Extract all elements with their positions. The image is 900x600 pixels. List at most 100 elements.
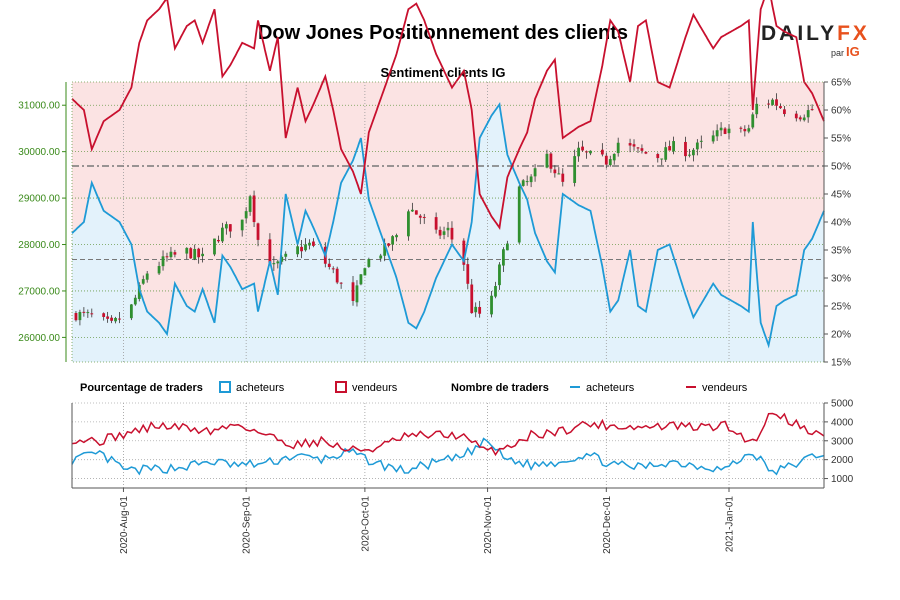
candle-body xyxy=(743,128,747,132)
page-title: Dow Jones Positionnement des clients xyxy=(257,22,629,44)
legend-sellers-swatch xyxy=(335,381,347,393)
candle-body xyxy=(577,147,581,157)
count-tick-label: 1000 xyxy=(831,474,854,485)
candle-body xyxy=(802,117,806,121)
x-tick-label: 2020-Nov-01 xyxy=(483,496,494,554)
candle-body xyxy=(474,306,478,313)
candle-body xyxy=(391,236,394,245)
candle-body xyxy=(252,195,256,223)
candle-body xyxy=(165,256,169,258)
candle-body xyxy=(422,216,426,218)
candle-body xyxy=(74,313,78,321)
candle-body xyxy=(628,143,632,146)
candle-body xyxy=(446,227,450,231)
candle-body xyxy=(312,241,315,246)
candle-body xyxy=(715,130,719,137)
candle-body xyxy=(228,224,232,232)
sellers-pct-line xyxy=(71,0,825,230)
candle-body xyxy=(779,106,782,109)
candle-body xyxy=(173,252,177,255)
candle-body xyxy=(466,264,470,284)
candle-body xyxy=(434,217,438,230)
candle-body xyxy=(102,313,106,317)
candle-body xyxy=(304,244,307,251)
candle-body xyxy=(106,316,110,319)
candle-body xyxy=(383,243,387,256)
left-tick-label: 31000.00 xyxy=(18,101,60,112)
candle-body xyxy=(462,240,466,265)
candle-body xyxy=(608,159,612,166)
candle-body xyxy=(410,209,414,212)
left-tick-label: 30000.00 xyxy=(18,147,60,158)
x-tick-label: 2020-Sep-01 xyxy=(242,496,253,554)
candle-body xyxy=(351,282,355,301)
candle-body xyxy=(308,242,311,246)
candle-body xyxy=(604,155,608,165)
candle-body xyxy=(217,239,220,242)
candle-body xyxy=(82,311,86,313)
candle-body xyxy=(213,238,216,255)
candle-body xyxy=(86,312,90,314)
candle-body xyxy=(798,117,802,120)
right-tick-label: 20% xyxy=(831,330,851,341)
candle-body xyxy=(418,215,422,218)
count-tick-label: 2000 xyxy=(831,455,854,466)
x-tick-label: 2020-Oct-01 xyxy=(360,496,371,552)
legend-buyers-label: acheteurs xyxy=(236,382,285,394)
sellers-count-line xyxy=(71,412,825,457)
candle-body xyxy=(327,263,331,267)
candle-body xyxy=(193,248,197,260)
candle-body xyxy=(660,158,664,160)
candle-body xyxy=(438,229,442,236)
count-tick-label: 3000 xyxy=(831,436,854,447)
candle-body xyxy=(494,286,497,297)
candle-body xyxy=(632,144,636,147)
right-tick-label: 35% xyxy=(831,246,851,257)
brand-ig: IG xyxy=(846,44,860,59)
candle-body xyxy=(387,243,391,246)
candle-body xyxy=(739,127,743,129)
brand-par: par xyxy=(831,48,845,58)
candle-body xyxy=(189,248,193,259)
candle-body xyxy=(775,99,778,106)
left-tick-label: 26000.00 xyxy=(18,333,60,344)
candle-body xyxy=(771,99,774,105)
candle-body xyxy=(129,304,133,319)
left-tick-label: 29000.00 xyxy=(18,194,60,205)
buyers-pct-line xyxy=(71,102,825,349)
candle-body xyxy=(145,273,149,280)
candle-body xyxy=(525,181,529,183)
candle-body xyxy=(656,154,660,159)
candle-body xyxy=(695,142,699,150)
candle-body xyxy=(668,146,672,151)
candle-body xyxy=(201,253,205,257)
candle-body xyxy=(585,151,588,153)
candle-body xyxy=(672,141,675,152)
candle-body xyxy=(280,256,284,262)
candle-body xyxy=(719,127,723,131)
candle-body xyxy=(169,251,173,258)
candle-body xyxy=(256,223,260,240)
candle-body xyxy=(783,109,786,115)
candle-body xyxy=(600,149,604,155)
candle-body xyxy=(755,103,759,115)
chart-subtitle: Sentiment clients IG xyxy=(381,65,506,80)
right-tick-label: 50% xyxy=(831,162,851,173)
candle-body xyxy=(395,235,398,238)
candle-body xyxy=(545,153,549,168)
candle-body xyxy=(331,268,335,270)
candle-body xyxy=(470,284,474,314)
candle-body xyxy=(359,274,363,285)
candle-body xyxy=(300,246,303,252)
candle-body xyxy=(367,259,371,267)
candle-body xyxy=(767,103,770,105)
right-tick-label: 25% xyxy=(831,302,851,313)
candle-body xyxy=(521,180,525,186)
count-tick-label: 4000 xyxy=(831,417,854,428)
candle-body xyxy=(691,149,695,156)
candle-body xyxy=(490,295,493,315)
candle-body xyxy=(644,151,648,154)
candle-body xyxy=(110,317,113,321)
candle-body xyxy=(553,169,557,174)
